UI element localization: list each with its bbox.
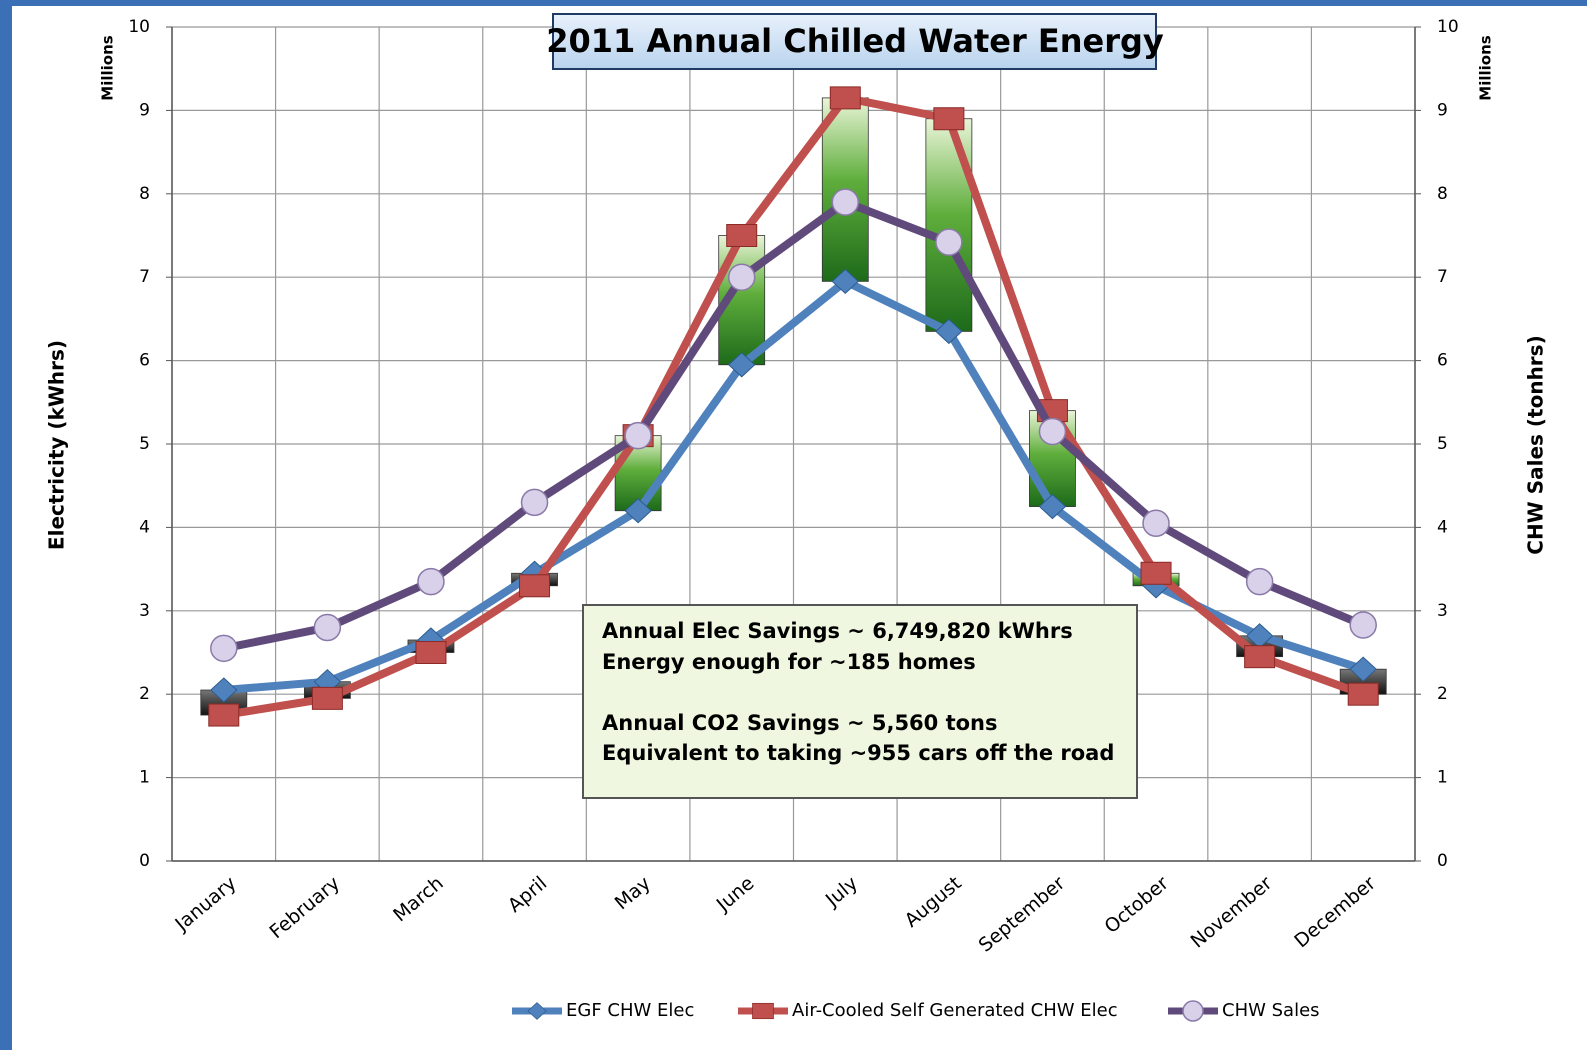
- marker-square: [415, 641, 447, 664]
- y-tick-label: 1: [139, 768, 150, 788]
- y-tick-label: 10: [128, 17, 150, 37]
- title-box: [552, 13, 1157, 70]
- marker-circle: [1245, 567, 1274, 596]
- y2-tick-label: 8: [1437, 184, 1448, 204]
- marker-diamond: [624, 498, 652, 524]
- legend-label: CHW Sales: [1222, 1000, 1320, 1021]
- marker-circle: [1349, 611, 1377, 639]
- up-down-bar: [925, 118, 973, 332]
- frame-top: [0, 0, 1587, 6]
- y-axis-unit: Millions: [99, 35, 117, 100]
- y-tick-label: 8: [139, 184, 150, 204]
- y-tick-label: 4: [139, 517, 150, 537]
- marker-circle: [1142, 509, 1170, 537]
- marker-diamond: [831, 268, 860, 295]
- marker-circle: [1038, 417, 1067, 446]
- marker-square: [829, 86, 861, 110]
- chart-title: 2011 Annual Chilled Water Energy: [546, 22, 1164, 60]
- y-axis-title: Electricity (kWhrs): [45, 340, 69, 550]
- marker-square: [311, 686, 343, 710]
- series-line: [223, 198, 1365, 653]
- y-tick-label: 5: [139, 434, 150, 454]
- marker-square: [752, 1002, 774, 1020]
- legend-label: EGF CHW Elec: [566, 1000, 694, 1021]
- marker-square: [726, 224, 758, 247]
- marker-circle: [624, 421, 652, 450]
- y-tick-label: 7: [139, 267, 150, 287]
- y-tick-label: 6: [139, 351, 150, 371]
- series-line: [223, 93, 1365, 719]
- y2-tick-label: 0: [1437, 851, 1448, 871]
- y2-tick-label: 3: [1437, 601, 1448, 621]
- annotation-line: Energy enough for ~185 homes: [602, 650, 976, 674]
- y2-tick-label: 10: [1437, 17, 1459, 37]
- marker-square: [208, 703, 240, 727]
- marker-circle: [1182, 1000, 1204, 1022]
- y2-tick-label: 6: [1437, 351, 1448, 371]
- marker-circle: [520, 488, 549, 517]
- annotation-line: Equivalent to taking ~955 cars off the r…: [602, 741, 1114, 765]
- y2-tick-label: 9: [1437, 100, 1448, 120]
- marker-diamond: [935, 318, 963, 345]
- marker-circle: [313, 613, 342, 642]
- y2-axis-title: CHW Sales (tonhrs): [1524, 335, 1548, 554]
- marker-diamond: [1038, 493, 1067, 520]
- marker-diamond: [210, 677, 238, 703]
- marker-circle: [935, 228, 963, 256]
- y2-tick-label: 5: [1437, 434, 1448, 454]
- marker-square: [519, 574, 551, 598]
- marker-diamond: [727, 352, 756, 378]
- y-tick-label: 3: [139, 601, 150, 621]
- y2-tick-label: 4: [1437, 517, 1448, 537]
- y-tick-label: 2: [139, 684, 150, 704]
- y2-tick-label: 7: [1437, 267, 1448, 287]
- marker-square: [933, 107, 965, 131]
- legend: EGF CHW Elec Air-Cooled Self Generated CH…: [512, 1000, 1320, 1022]
- annotation-line: Annual CO2 Savings ~ 5,560 tons: [602, 711, 998, 735]
- annotation-box: [582, 604, 1138, 799]
- marker-square: [1140, 561, 1172, 585]
- annotation-line: Annual Elec Savings ~ 6,749,820 kWhrs: [602, 619, 1073, 643]
- marker-diamond: [527, 1002, 547, 1020]
- marker-diamond: [1349, 656, 1377, 682]
- marker-circle: [727, 263, 756, 291]
- y-tick-label: 9: [139, 100, 150, 120]
- legend-label: Air-Cooled Self Generated CHW Elec: [792, 1000, 1118, 1021]
- marker-square: [1347, 682, 1379, 706]
- marker-circle: [210, 634, 238, 663]
- y-tick-label: 0: [139, 851, 150, 871]
- y2-tick-label: 2: [1437, 684, 1448, 704]
- marker-circle: [417, 567, 445, 596]
- frame-left: [0, 0, 12, 1050]
- marker-circle: [831, 188, 860, 216]
- series-line: [223, 277, 1365, 695]
- y2-tick-label: 1: [1437, 768, 1448, 788]
- y2-axis-unit: Millions: [1477, 35, 1495, 100]
- marker-square: [1244, 645, 1276, 669]
